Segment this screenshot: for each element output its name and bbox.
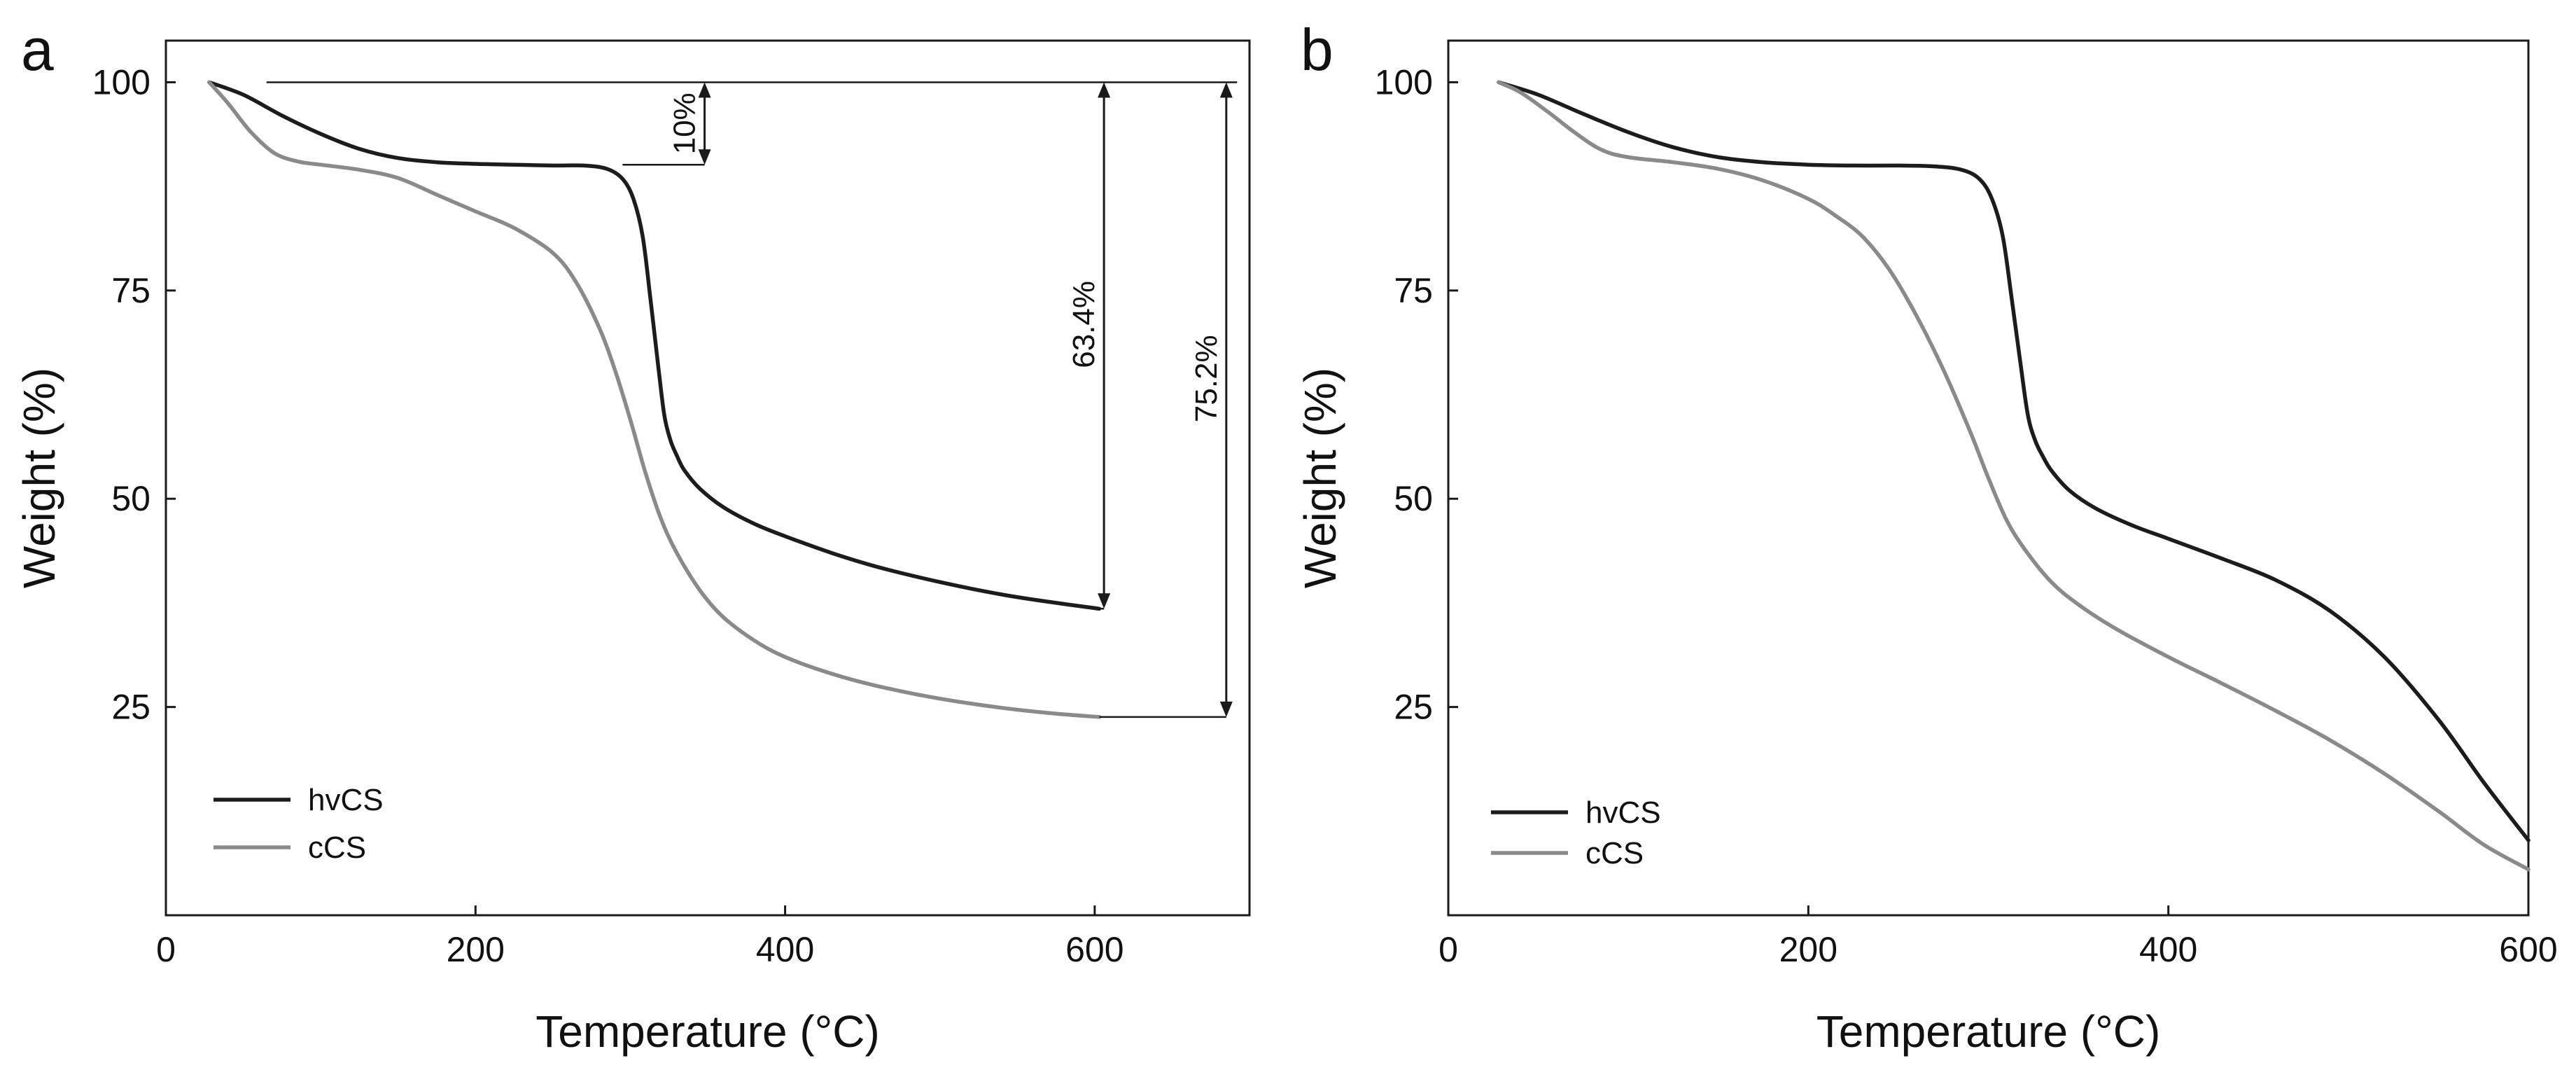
y-axis-title: Weight (%) <box>14 368 64 588</box>
annotation-arrowhead-down <box>1098 593 1111 609</box>
annotation-arrowhead-up <box>698 82 711 98</box>
x-tick-label: 0 <box>1438 930 1458 969</box>
y-tick-label: 100 <box>1375 62 1433 102</box>
plot-frame <box>164 39 1251 917</box>
annotation-label: 63.4% <box>1067 281 1101 368</box>
series-line-ccs <box>207 80 1102 719</box>
annotation-arrowhead-up <box>1098 82 1111 98</box>
series-line-ccs <box>1497 80 2530 872</box>
legend-label-hvcs: hvCS <box>308 783 384 817</box>
y-tick-label: 25 <box>111 688 150 727</box>
legend-label-ccs: cCS <box>308 831 366 865</box>
annotation-label: 10% <box>668 92 702 154</box>
x-tick-label: 400 <box>2139 930 2197 969</box>
annotation-arrowhead-down <box>1219 701 1233 717</box>
y-tick-label: 100 <box>92 62 150 102</box>
y-tick-label: 25 <box>1394 688 1433 727</box>
panel-label: a <box>21 17 54 83</box>
x-tick-label: 600 <box>1065 930 1124 969</box>
series-line-hvcs <box>1497 80 2530 842</box>
x-tick-label: 200 <box>447 930 505 969</box>
panel-label: b <box>1301 17 1334 83</box>
x-tick-label: 0 <box>156 930 176 969</box>
panel-a-chart: a 0 200 400 600 25 50 75 100 Temperature (°C) Weig… <box>14 17 1251 1057</box>
x-tick-label: 600 <box>2499 930 2557 969</box>
series-line-hvcs <box>207 80 1102 611</box>
panel-b-chart: b 0 200 400 600 25 50 75 100 Temperature (°C) Weig… <box>1295 17 2558 1057</box>
annotation-label: 75.2% <box>1189 335 1224 422</box>
x-axis-title: Temperature (°C) <box>536 1006 880 1057</box>
annotation-arrowhead-up <box>1219 82 1233 98</box>
x-axis-title: Temperature (°C) <box>1816 1006 2161 1057</box>
y-tick-label: 75 <box>111 271 150 310</box>
legend-label-ccs: cCS <box>1586 836 1644 870</box>
y-tick-label: 75 <box>1394 271 1433 310</box>
x-tick-label: 400 <box>756 930 814 969</box>
y-tick-label: 50 <box>1394 479 1433 518</box>
y-axis-title: Weight (%) <box>1295 368 1345 588</box>
x-tick-label: 200 <box>1779 930 1837 969</box>
annotation-arrowhead-down <box>698 149 711 165</box>
y-tick-label: 50 <box>111 479 150 518</box>
plot-frame <box>1447 39 2530 917</box>
legend-label-hvcs: hvCS <box>1586 795 1661 830</box>
